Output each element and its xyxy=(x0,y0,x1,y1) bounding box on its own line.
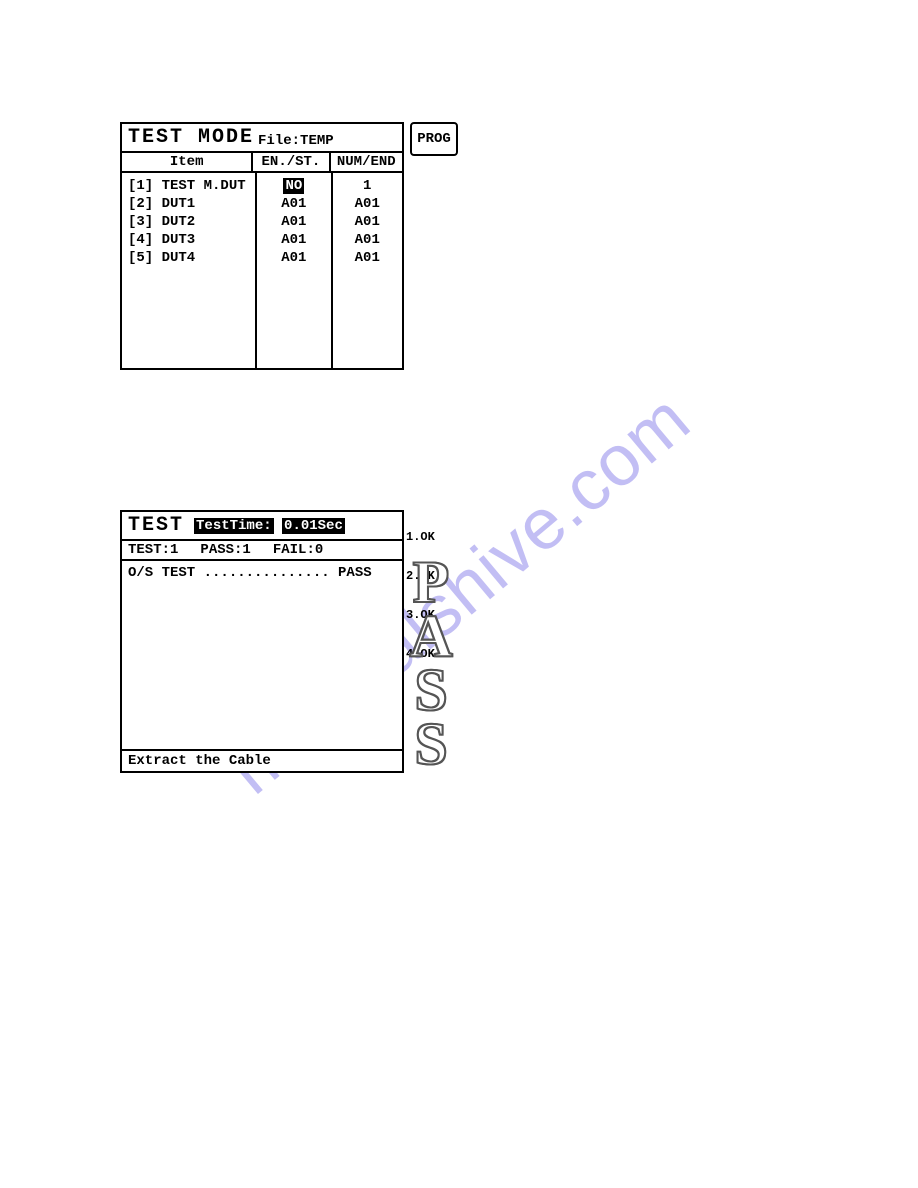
file-label: File:TEMP xyxy=(258,133,334,149)
col-header-item: Item xyxy=(122,153,253,171)
table-row[interactable]: A01 xyxy=(335,249,400,267)
test-footer: Extract the Cable xyxy=(122,751,402,771)
test-mode-header: TEST MODE File:TEMP xyxy=(122,124,402,153)
stat-pass: PASS:1 xyxy=(200,542,250,558)
table-row[interactable]: A01 xyxy=(335,213,400,231)
table-row[interactable]: A01 xyxy=(259,231,328,249)
table-row[interactable]: A01 xyxy=(335,231,400,249)
test-mode-panel: TEST MODE File:TEMP Item EN./ST. NUM/END… xyxy=(120,122,404,370)
column-headers: Item EN./ST. NUM/END xyxy=(122,153,402,173)
test-header: TEST TestTime: 0.01Sec xyxy=(122,512,402,541)
test-mode-body: [1] TEST M.DUT [2] DUT1 [3] DUT2 [4] DUT… xyxy=(122,173,402,368)
table-row: [5] DUT4 xyxy=(128,249,253,267)
testtime: TestTime: 0.01Sec xyxy=(194,518,345,534)
table-row[interactable]: A01 xyxy=(259,195,328,213)
pass-big-text: P A S S xyxy=(406,555,456,771)
file-label-text: File: xyxy=(258,133,300,149)
pass-letter: P xyxy=(406,555,456,609)
stat-fail: FAIL:0 xyxy=(273,542,323,558)
table-row: [2] DUT1 xyxy=(128,195,253,213)
table-row: [4] DUT3 xyxy=(128,231,253,249)
table-row[interactable]: A01 xyxy=(259,249,328,267)
table-row: [1] TEST M.DUT xyxy=(128,177,253,195)
table-row[interactable]: 1 xyxy=(335,177,400,195)
table-row[interactable]: A01 xyxy=(335,195,400,213)
table-row: [3] DUT2 xyxy=(128,213,253,231)
stat-test: TEST:1 xyxy=(128,542,178,558)
testtime-label: TestTime: xyxy=(194,518,274,534)
prog-button[interactable]: PROG xyxy=(410,122,458,156)
pass-letter: S xyxy=(406,663,456,717)
testtime-value: 0.01Sec xyxy=(282,518,345,534)
file-name-text: TEMP xyxy=(300,133,334,149)
table-row[interactable]: A01 xyxy=(259,213,328,231)
enst-value-selected[interactable]: NO xyxy=(283,178,304,194)
ok-status: 1.OK xyxy=(406,531,435,544)
col-body-item: [1] TEST M.DUT [2] DUT1 [3] DUT2 [4] DUT… xyxy=(122,173,257,368)
pass-letter: A xyxy=(406,609,456,663)
col-body-numend: 1 A01 A01 A01 A01 xyxy=(333,173,402,368)
table-row[interactable]: NO xyxy=(259,177,328,195)
test-panel: TEST TestTime: 0.01Sec TEST:1 PASS:1 FAI… xyxy=(120,510,404,773)
test-mode-title: TEST MODE xyxy=(128,126,254,149)
col-header-enst: EN./ST. xyxy=(253,153,330,171)
test-stats: TEST:1 PASS:1 FAIL:0 xyxy=(122,541,402,561)
test-body: O/S TEST ............... PASS xyxy=(122,561,402,751)
col-body-enst: NO A01 A01 A01 A01 xyxy=(257,173,332,368)
pass-letter: S xyxy=(406,717,456,771)
col-header-numend: NUM/END xyxy=(331,153,402,171)
test-title: TEST xyxy=(128,514,184,537)
